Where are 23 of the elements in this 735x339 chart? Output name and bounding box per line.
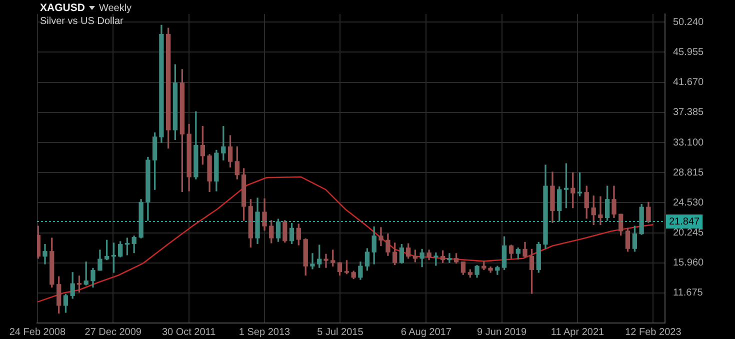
x-tick-label: 9 Jun 2019	[477, 326, 527, 338]
y-tick-label: 24.530	[673, 197, 704, 208]
x-tick-label: 30 Oct 2011	[162, 326, 216, 338]
y-tick-label: 41.670	[673, 77, 704, 88]
y-tick-label: 11.675	[673, 288, 704, 299]
y-tick-label: 37.385	[673, 107, 704, 118]
x-tick-label: 5 Jul 2015	[317, 326, 364, 338]
annotation: Weekly	[98, 3, 132, 14]
x-tick-label: 12 Feb 2023	[625, 326, 682, 338]
chart-subtitle: Silver vs US Dollar	[40, 15, 124, 28]
x-tick-label: 24 Feb 2008	[9, 326, 66, 338]
y-tick-label: 50.240	[673, 16, 704, 28]
chart-title: XAGUSD	[40, 2, 85, 14]
x-tick-label: 27 Dec 2009	[84, 326, 142, 338]
ref-line-label: 21.847	[669, 216, 700, 228]
x-tick-label: 6 Aug 2017	[400, 326, 452, 338]
y-tick-label: 45.955	[673, 46, 704, 58]
y-tick-label: 28.815	[673, 167, 704, 178]
y-tick-label: 33.100	[673, 137, 704, 148]
y-tick-label: 20.245	[673, 228, 704, 239]
x-tick-label: 1 Sep 2013	[238, 326, 291, 338]
y-tick-label: 15.960	[673, 258, 704, 269]
x-tick-label: 11 Apr 2021	[550, 326, 605, 338]
